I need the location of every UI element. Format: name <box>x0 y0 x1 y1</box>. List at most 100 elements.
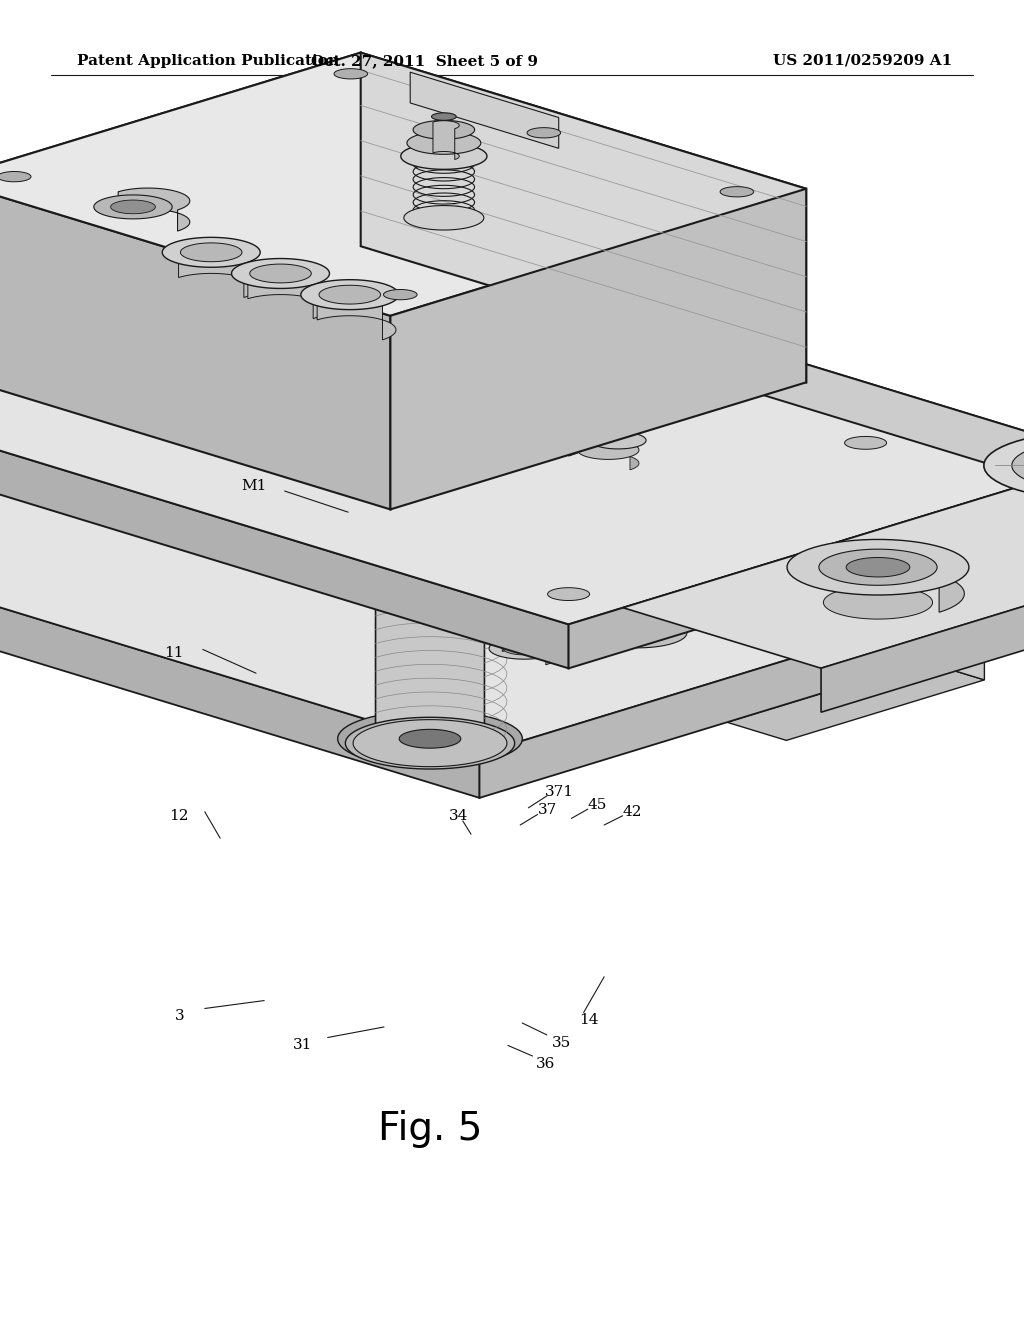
Polygon shape <box>652 595 702 610</box>
Polygon shape <box>646 479 675 558</box>
Polygon shape <box>641 479 675 488</box>
Polygon shape <box>352 560 378 566</box>
Polygon shape <box>525 635 571 649</box>
Polygon shape <box>493 416 526 425</box>
Polygon shape <box>590 359 646 376</box>
Polygon shape <box>479 508 504 515</box>
Polygon shape <box>319 285 381 304</box>
Polygon shape <box>161 500 186 508</box>
Polygon shape <box>0 231 371 441</box>
Polygon shape <box>507 630 591 655</box>
Polygon shape <box>571 510 605 520</box>
Polygon shape <box>307 507 355 523</box>
Polygon shape <box>407 132 481 154</box>
Polygon shape <box>374 579 396 586</box>
Polygon shape <box>400 143 487 169</box>
Polygon shape <box>590 432 646 449</box>
Polygon shape <box>74 231 322 306</box>
Polygon shape <box>454 403 546 430</box>
Text: Oct. 27, 2011  Sheet 5 of 9: Oct. 27, 2011 Sheet 5 of 9 <box>311 54 539 67</box>
Polygon shape <box>454 302 545 330</box>
Polygon shape <box>282 500 380 529</box>
Polygon shape <box>493 486 526 496</box>
Polygon shape <box>545 587 567 594</box>
Polygon shape <box>390 189 806 510</box>
Polygon shape <box>467 385 546 445</box>
Polygon shape <box>722 586 792 607</box>
Polygon shape <box>0 397 568 668</box>
Polygon shape <box>720 186 754 197</box>
Polygon shape <box>447 482 472 490</box>
Polygon shape <box>158 515 183 523</box>
Polygon shape <box>636 590 720 615</box>
Polygon shape <box>460 535 485 543</box>
Polygon shape <box>498 416 526 494</box>
Text: 12: 12 <box>169 809 189 822</box>
Polygon shape <box>376 527 507 760</box>
Polygon shape <box>242 467 266 475</box>
Polygon shape <box>285 463 309 471</box>
Polygon shape <box>334 69 368 79</box>
Text: 36: 36 <box>537 1057 555 1071</box>
Polygon shape <box>501 593 523 599</box>
Polygon shape <box>502 630 555 665</box>
Polygon shape <box>413 120 474 139</box>
Polygon shape <box>352 432 409 449</box>
Text: 14: 14 <box>579 1014 599 1027</box>
Text: 371: 371 <box>545 785 573 799</box>
Polygon shape <box>589 618 687 648</box>
Polygon shape <box>568 458 1024 668</box>
Polygon shape <box>411 73 559 148</box>
Polygon shape <box>371 231 1024 502</box>
Polygon shape <box>846 557 909 577</box>
Polygon shape <box>501 503 523 511</box>
Polygon shape <box>353 527 507 573</box>
Polygon shape <box>0 231 1024 624</box>
Polygon shape <box>821 535 1024 713</box>
Polygon shape <box>489 638 559 659</box>
Polygon shape <box>118 187 189 231</box>
Polygon shape <box>395 554 421 562</box>
Polygon shape <box>845 437 887 449</box>
Polygon shape <box>527 128 560 137</box>
Polygon shape <box>399 301 441 313</box>
Polygon shape <box>415 471 440 479</box>
Polygon shape <box>503 642 545 655</box>
Polygon shape <box>609 568 632 576</box>
Polygon shape <box>250 264 311 282</box>
Polygon shape <box>199 474 464 556</box>
Polygon shape <box>456 503 477 511</box>
Polygon shape <box>342 507 636 597</box>
Polygon shape <box>374 516 396 523</box>
Polygon shape <box>447 539 530 564</box>
Polygon shape <box>548 587 590 601</box>
Polygon shape <box>641 549 675 560</box>
Polygon shape <box>180 243 242 261</box>
Text: Patent Application Publication: Patent Application Publication <box>77 54 339 67</box>
Polygon shape <box>469 545 510 557</box>
Polygon shape <box>170 466 492 564</box>
Text: 31: 31 <box>293 1039 311 1052</box>
Polygon shape <box>162 238 260 267</box>
Polygon shape <box>727 618 984 697</box>
Polygon shape <box>623 475 1024 668</box>
Polygon shape <box>993 451 1024 465</box>
Polygon shape <box>823 586 933 619</box>
Polygon shape <box>583 579 604 586</box>
Polygon shape <box>333 541 355 548</box>
Polygon shape <box>587 428 639 470</box>
Polygon shape <box>242 367 301 416</box>
Polygon shape <box>423 399 577 445</box>
Text: US 2011/0259209 A1: US 2011/0259209 A1 <box>773 54 952 67</box>
Text: Fig. 5: Fig. 5 <box>378 1110 482 1147</box>
Polygon shape <box>349 255 391 268</box>
Polygon shape <box>0 360 381 586</box>
Polygon shape <box>1018 432 1024 516</box>
Polygon shape <box>456 593 477 599</box>
Polygon shape <box>222 550 247 558</box>
Polygon shape <box>694 577 819 616</box>
Polygon shape <box>369 393 397 473</box>
Polygon shape <box>347 568 370 576</box>
Polygon shape <box>364 393 397 404</box>
Polygon shape <box>477 395 530 437</box>
